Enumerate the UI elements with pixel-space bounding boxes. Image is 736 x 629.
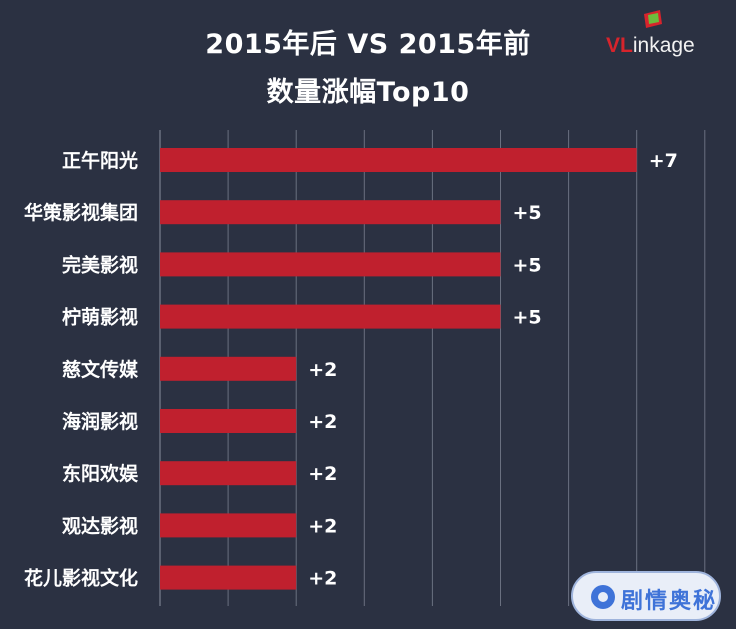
category-label: 正午阳光 xyxy=(62,149,138,172)
data-label: +2 xyxy=(308,515,337,537)
category-label: 华策影视集团 xyxy=(24,201,138,224)
logo-wordmark: VLinkage xyxy=(606,34,695,58)
bar xyxy=(160,148,637,172)
watermark-text: 剧情奥秘 xyxy=(621,589,718,614)
chart-title-line-1: 2015年后 VS 2015年前 xyxy=(205,29,531,60)
data-label: +2 xyxy=(308,568,337,590)
watermark-badge: 剧情奥秘 xyxy=(571,571,721,621)
vlinkage-logo: VLinkage xyxy=(604,8,728,58)
logo-wordmark-suffix: inkage xyxy=(632,34,695,57)
bar xyxy=(160,513,297,538)
bar xyxy=(160,461,297,486)
data-label: +5 xyxy=(513,307,542,329)
logo-mark-icon xyxy=(644,10,662,28)
category-label: 慈文传媒 xyxy=(62,358,139,381)
bar xyxy=(160,356,297,381)
data-label: +2 xyxy=(308,463,337,485)
bar xyxy=(160,252,501,277)
category-label: 柠萌影视 xyxy=(62,306,138,329)
data-label: +5 xyxy=(513,202,542,224)
bar xyxy=(160,565,297,590)
data-label: +2 xyxy=(308,359,337,381)
bar xyxy=(160,304,501,329)
bar xyxy=(160,409,297,433)
bar xyxy=(160,200,501,225)
data-label: +5 xyxy=(513,254,542,276)
data-label: +2 xyxy=(308,411,337,433)
chart-title-line-2: 数量涨幅Top10 xyxy=(266,77,470,108)
category-label: 海润影视 xyxy=(62,410,138,433)
category-label: 东阳欢娱 xyxy=(62,462,139,485)
logo-wordmark-prefix: VL xyxy=(606,34,633,57)
chat-bubble-icon xyxy=(591,585,615,609)
category-label: 观达影视 xyxy=(62,514,138,537)
category-label: 完美影视 xyxy=(62,253,138,276)
data-label: +7 xyxy=(649,150,678,172)
category-label: 花儿影视文化 xyxy=(24,567,138,590)
